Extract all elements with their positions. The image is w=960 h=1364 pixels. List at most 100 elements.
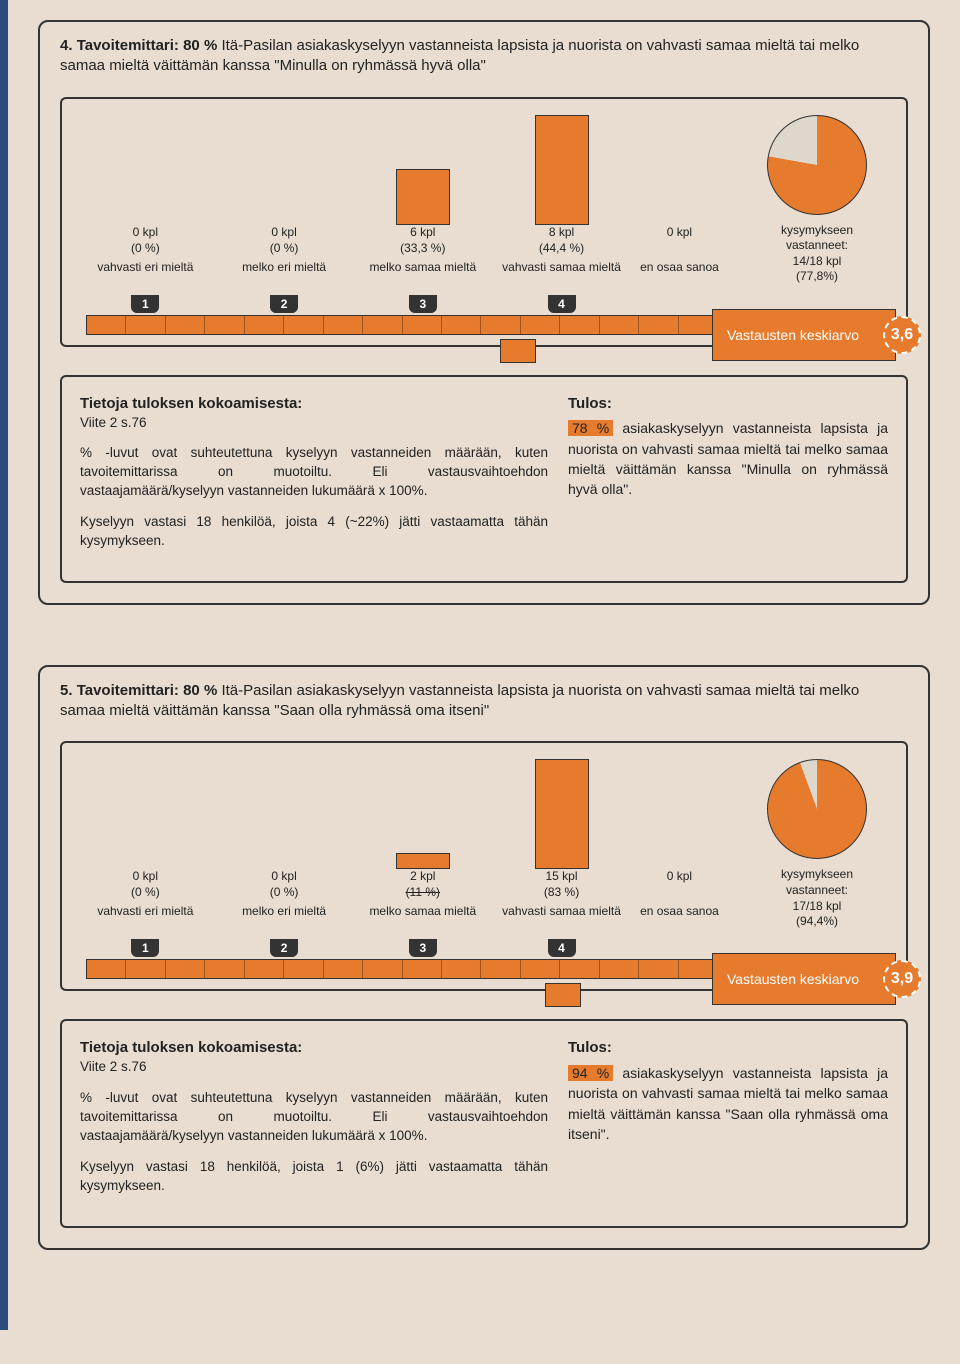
panel-5-avg-tag: Vastausten keskiarvo 3,9: [712, 953, 896, 1005]
cat-2-label: melko eri mieltä: [215, 905, 354, 933]
panel-5-avg-marker: [545, 983, 581, 1007]
cat-1: 0 kpl (0 %) vahvasti eri mieltä 1: [76, 115, 215, 313]
bar-4: [535, 115, 589, 225]
panel-5-axis: [86, 959, 718, 979]
cat-4-pct: (44,4 %): [492, 241, 631, 255]
info-p2: Kyselyyn vastasi 18 henkilöä, joista 4 (…: [80, 513, 548, 551]
bar-3: [396, 853, 450, 869]
bar-3: [396, 169, 450, 225]
panel-4-categories: 0 kpl (0 %) vahvasti eri mieltä 1 0 kpl …: [76, 115, 728, 313]
cat-4-pointer: 4: [548, 939, 576, 957]
panel-4-info: Tietoja tuloksen kokoamisesta: Viite 2 s…: [80, 393, 548, 563]
panel-5-num: 5.: [60, 682, 73, 699]
panel-4-result: Tulos: 78 % asiakaskyselyyn vastanneista…: [568, 393, 888, 563]
pie-label-4: (94,4%): [742, 914, 892, 930]
panel-5-info: Tietoja tuloksen kokoamisesta: Viite 2 s…: [80, 1037, 548, 1207]
panel-5-chart: 0 kpl (0 %) vahvasti eri mieltä 1 0 kpl …: [60, 741, 908, 991]
cat-3: 6 kpl (33,3 %) melko samaa mieltä 3: [353, 115, 492, 313]
panel-4-axis: [86, 315, 718, 335]
cat-1: 0 kpl (0 %) vahvasti eri mieltä 1: [76, 759, 215, 957]
cat-2: 0 kpl (0 %) melko eri mieltä 2: [215, 115, 354, 313]
cat-3-count: 6 kpl: [353, 225, 492, 239]
cat-3-count: 2 kpl: [353, 869, 492, 883]
cat-1-pct: (0 %): [76, 241, 215, 255]
avg-value: 3,9: [883, 960, 921, 998]
cat-5-count: 0 kpl: [631, 869, 728, 883]
cat-3-label: melko samaa mieltä: [353, 905, 492, 933]
info-ref: Viite 2 s.76: [80, 414, 548, 433]
cat-3-pct: (11 %): [353, 885, 492, 899]
cat-1-count: 0 kpl: [76, 225, 215, 239]
cat-2-pointer: 2: [270, 295, 298, 313]
panel-5: 5. Tavoitemittari: 80 % Itä-Pasilan asia…: [38, 665, 930, 1250]
info-p1: % -luvut ovat suhteutettuna kyselyyn vas…: [80, 444, 548, 501]
panel-5-pie: [767, 759, 867, 859]
cat-5-count: 0 kpl: [631, 225, 728, 239]
cat-1-pct: (0 %): [76, 885, 215, 899]
avg-label: Vastausten keskiarvo: [727, 971, 859, 987]
panel-4-pie: [767, 115, 867, 215]
cat-2-pointer: 2: [270, 939, 298, 957]
cat-1-count: 0 kpl: [76, 869, 215, 883]
panel-4: 4. Tavoitemittari: 80 % Itä-Pasilan asia…: [38, 20, 930, 605]
pie-label-3: 14/18 kpl: [742, 254, 892, 270]
panel-5-lead: Tavoitemittari: 80 %: [77, 682, 218, 699]
avg-label: Vastausten keskiarvo: [727, 327, 859, 343]
cat-2-pct: (0 %): [215, 241, 354, 255]
pie-label-2: vastanneet:: [742, 238, 892, 254]
result-title: Tulos:: [568, 1037, 888, 1059]
pie-label-4: (77,8%): [742, 269, 892, 285]
cat-3-pointer: 3: [409, 939, 437, 957]
cat-3: 2 kpl (11 %) melko samaa mieltä 3: [353, 759, 492, 957]
cat-3-pct: (33,3 %): [353, 241, 492, 255]
panel-5-lower: Tietoja tuloksen kokoamisesta: Viite 2 s…: [60, 1019, 908, 1227]
cat-1-pointer: 1: [131, 939, 159, 957]
cat-1-label: vahvasti eri mieltä: [76, 261, 215, 289]
panel-4-lower: Tietoja tuloksen kokoamisesta: Viite 2 s…: [60, 375, 908, 583]
cat-1-label: vahvasti eri mieltä: [76, 905, 215, 933]
panel-4-pie-wrap: kysymykseen vastanneet: 14/18 kpl (77,8%…: [742, 115, 892, 285]
result-text: asiakaskyselyyn vastanneista lapsista ja…: [568, 1065, 888, 1142]
cat-4-pct: (83 %): [492, 885, 631, 899]
pie-label-3: 17/18 kpl: [742, 899, 892, 915]
cat-5: 0 kpl en osaa sanoa: [631, 759, 728, 957]
pie-label-1: kysymykseen: [742, 867, 892, 883]
cat-4-label: vahvasti samaa mieltä: [492, 261, 631, 289]
panel-4-lead: Tavoitemittari: 80 %: [77, 37, 218, 54]
cat-1-pointer: 1: [131, 295, 159, 313]
info-title: Tietoja tuloksen kokoamisesta:: [80, 393, 548, 414]
cat-3-pointer: 3: [409, 295, 437, 313]
info-ref: Viite 2 s.76: [80, 1058, 548, 1077]
pie-label-2: vastanneet:: [742, 883, 892, 899]
bar-4: [535, 759, 589, 869]
panel-5-result: Tulos: 94 % asiakaskyselyyn vastanneista…: [568, 1037, 888, 1207]
cat-4: 8 kpl (44,4 %) vahvasti samaa mieltä 4: [492, 115, 631, 313]
cat-3-label: melko samaa mieltä: [353, 261, 492, 289]
panel-5-categories: 0 kpl (0 %) vahvasti eri mieltä 1 0 kpl …: [76, 759, 728, 957]
result-hl: 94 %: [568, 1065, 613, 1081]
cat-4-count: 8 kpl: [492, 225, 631, 239]
pie-label-1: kysymykseen: [742, 223, 892, 239]
cat-2-pct: (0 %): [215, 885, 354, 899]
cat-2-label: melko eri mieltä: [215, 261, 354, 289]
cat-4-label: vahvasti samaa mieltä: [492, 905, 631, 933]
result-title: Tulos:: [568, 393, 888, 415]
cat-4-count: 15 kpl: [492, 869, 631, 883]
info-title: Tietoja tuloksen kokoamisesta:: [80, 1037, 548, 1058]
info-p1: % -luvut ovat suhteutettuna kyselyyn vas…: [80, 1089, 548, 1146]
result-text: asiakaskyselyyn vastanneista lapsista ja…: [568, 420, 888, 497]
panel-4-chart: 0 kpl (0 %) vahvasti eri mieltä 1 0 kpl …: [60, 97, 908, 347]
panel-5-pie-wrap: kysymykseen vastanneet: 17/18 kpl (94,4%…: [742, 759, 892, 929]
cat-2-count: 0 kpl: [215, 869, 354, 883]
panel-4-avg-marker: [500, 339, 536, 363]
cat-5-label: en osaa sanoa: [631, 905, 728, 933]
panel-4-avg-tag: Vastausten keskiarvo 3,6: [712, 309, 896, 361]
cat-5: 0 kpl en osaa sanoa: [631, 115, 728, 313]
cat-2-count: 0 kpl: [215, 225, 354, 239]
cat-5-label: en osaa sanoa: [631, 261, 728, 289]
info-p2: Kyselyyn vastasi 18 henkilöä, joista 1 (…: [80, 1158, 548, 1196]
result-hl: 78 %: [568, 420, 613, 436]
cat-4: 15 kpl (83 %) vahvasti samaa mieltä 4: [492, 759, 631, 957]
cat-2: 0 kpl (0 %) melko eri mieltä 2: [215, 759, 354, 957]
panel-4-num: 4.: [60, 37, 73, 54]
